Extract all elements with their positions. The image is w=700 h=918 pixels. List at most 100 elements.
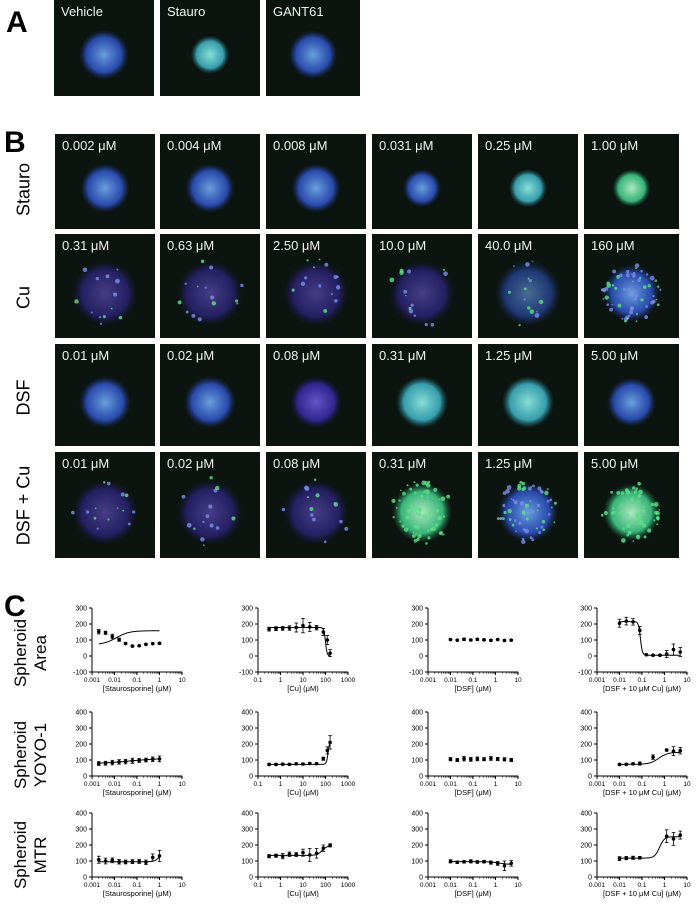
data-point [103, 631, 108, 635]
data-point [157, 854, 162, 858]
data-point [144, 642, 148, 647]
spheroid-image [396, 376, 448, 429]
spheroid-image [177, 259, 244, 327]
x-tick-label: 10 [514, 781, 522, 788]
y-tick-label: 400 [75, 811, 87, 818]
data-point [117, 860, 121, 864]
dose-response-plot: -100 0 100 200 300 0.001 0.01 0.1 1 10[DSF + 10 μ… [578, 606, 691, 694]
micrograph-tile: 5.00 μM [584, 452, 679, 558]
concentration-label: 0.004 μM [167, 138, 222, 153]
y-tick-label: 400 [75, 710, 87, 717]
y-tick-label: 400 [580, 710, 592, 717]
y-tick-label: 0 [588, 774, 592, 781]
y-tick-label: 100 [580, 638, 592, 645]
spheroid-image [502, 376, 554, 429]
y-tick-label: 400 [241, 811, 253, 818]
fit-curve [619, 751, 681, 765]
spheroid-image [495, 260, 561, 327]
data-point [328, 651, 332, 655]
data-point [280, 626, 285, 631]
x-tick-label: 0.001 [589, 882, 606, 889]
data-point [96, 857, 101, 862]
fit-curve [619, 836, 681, 859]
spheroid-image [281, 478, 349, 546]
fit-curve [98, 758, 160, 764]
micrograph-tile: 1.25 μM [478, 344, 578, 446]
data-point [274, 626, 278, 631]
dose-response-plot: 0 100 200 300 400 0.001 0.01 0.1 1 10 [DSF] (μM) [411, 710, 522, 798]
x-tick-label: 10 [299, 882, 307, 889]
data-point [624, 762, 629, 767]
x-tick-label: 0.001 [84, 882, 101, 889]
data-point [267, 854, 271, 858]
concentration-label: 0.31 μM [62, 238, 110, 253]
x-tick-label: 1 [158, 882, 162, 889]
spheroid-image [600, 481, 661, 543]
y-tick-label: 0 [83, 875, 87, 882]
x-axis-label: [DSF + 10 μM Cu] (μM) [603, 684, 682, 693]
x-tick-label: 0.1 [637, 677, 646, 684]
spheroid-image [80, 163, 130, 213]
x-tick-label: 0.001 [589, 781, 606, 788]
data-point [624, 619, 629, 623]
x-axis-label: [Cu] (μM) [287, 889, 319, 898]
spheroid-image [79, 29, 129, 80]
data-point [631, 856, 635, 860]
y-tick-label: 300 [75, 726, 87, 733]
concentration-label: 0.002 μM [62, 138, 117, 153]
data-point [644, 652, 649, 657]
concentration-label: 40.0 μM [485, 238, 533, 253]
x-tick-label: 0.01 [444, 677, 457, 684]
y-tick-label: 100 [411, 859, 423, 866]
concentration-label: 160 μM [591, 238, 635, 253]
y-tick-label: 100 [411, 758, 423, 765]
data-point [103, 859, 108, 863]
x-axis-label: [Cu] (μM) [287, 684, 319, 693]
concentration-label: 0.01 μM [62, 456, 110, 471]
micrograph-tile: 0.31 μM [372, 344, 472, 446]
spheroid-image [496, 480, 558, 545]
concentration-label: 0.01 μM [62, 348, 110, 363]
data-point [455, 860, 460, 865]
x-tick-label: 0.1 [637, 781, 646, 788]
y-tick-label: 200 [580, 742, 592, 749]
x-tick-label: 1 [494, 882, 498, 889]
micrograph-tile: 1.25 μM [478, 452, 578, 558]
y-tick-label: 200 [241, 742, 253, 749]
data-point [462, 860, 466, 864]
data-point [475, 860, 480, 864]
x-tick-label: 100 [320, 677, 331, 684]
concentration-label: 0.02 μM [167, 348, 215, 363]
data-point [502, 757, 507, 762]
data-point [489, 860, 493, 865]
x-tick-label: 0.01 [444, 781, 457, 788]
y-tick-label: 300 [75, 827, 87, 834]
micrograph-tile: 0.004 μM [160, 134, 260, 229]
data-point [307, 625, 312, 629]
y-tick-label: 200 [580, 843, 592, 850]
x-axis-label: [DSF + 10 μM Cu] (μM) [603, 889, 682, 898]
y-tick-label: 400 [580, 811, 592, 818]
data-point [110, 858, 115, 863]
y-tick-label: -100 [239, 670, 253, 677]
concentration-label: 5.00 μM [591, 348, 639, 363]
y-tick-label: 300 [241, 827, 253, 834]
data-point [144, 758, 148, 762]
x-tick-label: 1 [158, 677, 162, 684]
spheroid-image [72, 260, 138, 327]
data-point [144, 860, 148, 865]
data-point [157, 757, 162, 761]
data-point [448, 637, 453, 642]
spheroid-image [177, 476, 243, 546]
x-tick-label: 0.1 [468, 677, 477, 684]
concentration-label: 0.31 μM [379, 348, 427, 363]
data-point [321, 756, 326, 761]
x-tick-label: 0.01 [108, 882, 121, 889]
spheroid-image [403, 169, 441, 208]
concentration-label: 5.00 μM [591, 456, 639, 471]
data-point [301, 850, 305, 855]
data-point [294, 852, 299, 857]
data-point [314, 625, 319, 630]
y-tick-label: 100 [75, 859, 87, 866]
